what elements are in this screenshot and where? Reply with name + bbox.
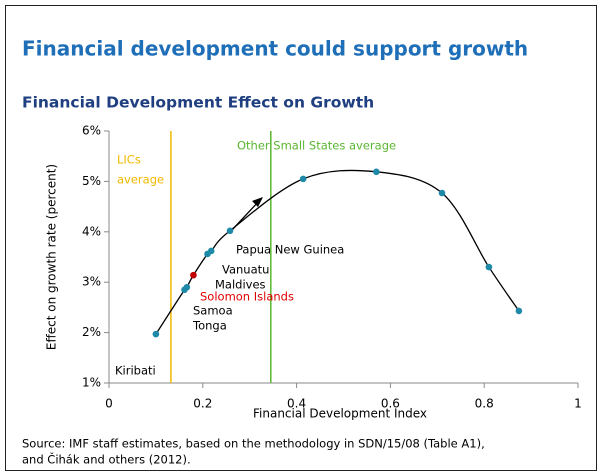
y-tick-label: 5% <box>82 174 101 188</box>
x-axis-label: Financial Development Index <box>253 407 427 421</box>
x-tick-label: 0 <box>105 397 113 411</box>
x-tick-label: 1 <box>574 397 582 411</box>
source: and Čihák and others (2012). <box>22 452 191 467</box>
data-point <box>515 307 523 315</box>
arrow <box>231 199 261 231</box>
country-label: Tonga <box>192 319 227 333</box>
data-point <box>183 283 191 291</box>
subtitle: Financial Development Effect on Growth <box>22 94 374 112</box>
country-label: Solomon Islands <box>200 290 294 304</box>
reference-label: Other Small States average <box>237 139 396 153</box>
slide-frame <box>5 5 597 471</box>
data-point <box>190 271 197 279</box>
x-tick-label: 0.4 <box>287 397 306 411</box>
x-tick-label: 0.8 <box>475 397 494 411</box>
arrow-head <box>252 197 263 207</box>
reference-label: LICs <box>117 153 141 167</box>
title: Financial development could support grow… <box>22 37 528 61</box>
y-tick-label: 4% <box>82 224 101 238</box>
data-point <box>226 227 234 235</box>
y-axis-label: Effect on growth rate (percent) <box>45 164 59 350</box>
country-label: Vanuatu <box>222 263 269 277</box>
x-tick-label: 0.6 <box>381 397 400 411</box>
data-point <box>299 175 307 183</box>
country-label: Kiribati <box>115 364 156 378</box>
data-point <box>373 168 380 176</box>
data-point <box>485 263 493 271</box>
data-point <box>152 330 160 338</box>
y-tick-label: 1% <box>82 376 101 390</box>
reference-label: average <box>117 173 164 187</box>
y-tick-label: 3% <box>82 275 101 289</box>
x-tick-label: 0.2 <box>193 397 212 411</box>
country-label: Papua New Guinea <box>236 243 344 257</box>
country-label: Samoa <box>193 304 233 318</box>
y-tick-label: 2% <box>82 325 101 339</box>
data-point <box>207 247 215 255</box>
source: Source: IMF staff estimates, based on th… <box>22 437 485 451</box>
y-tick-label: 6% <box>82 124 101 138</box>
data-point <box>438 189 446 197</box>
country-label: Maldives <box>215 278 266 292</box>
